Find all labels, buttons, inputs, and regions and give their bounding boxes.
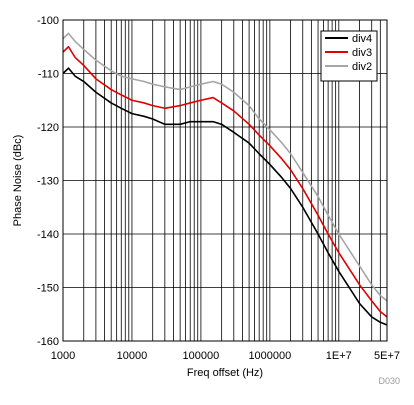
x-tick-label: 1E+7 — [326, 350, 352, 362]
legend-items: div4 div3 div2 — [325, 33, 372, 73]
series-line-div2 — [62, 32, 388, 302]
y-tick-label: -160 — [37, 336, 59, 348]
y-axis-title: Phase Noise (dBc) — [12, 135, 24, 227]
x-tick-label: 10000 — [117, 350, 148, 362]
legend-label-div3: div3 — [352, 47, 372, 59]
y-tick-label: -100 — [37, 15, 59, 27]
series-lines — [62, 32, 388, 326]
x-tick-label: 100000 — [183, 350, 220, 362]
legend-label-div4: div4 — [352, 33, 372, 45]
y-tick-label: -150 — [37, 283, 59, 295]
legend: div4 div3 div2 — [320, 30, 378, 82]
series-line-div3 — [62, 45, 388, 318]
y-tick-label: -140 — [37, 229, 59, 241]
y-tick-label: -110 — [38, 69, 59, 81]
legend-label-div2: div2 — [352, 61, 372, 73]
x-axis-title: Freq offset (Hz) — [187, 367, 263, 379]
y-tick-labels: -100 -110 -120 -130 -140 -150 -160 — [37, 15, 59, 348]
series-line-div4 — [62, 67, 388, 326]
x-tick-label: 1000000 — [248, 350, 291, 362]
plot-frame — [62, 19, 388, 342]
x-tick-labels: 1000 10000 100000 1000000 1E+7 5E+7 — [51, 350, 400, 362]
x-tick-label: 1000 — [51, 350, 75, 362]
legend-box — [320, 30, 378, 82]
x-tick-label: 5E+7 — [374, 350, 400, 362]
figure-code: D030 — [378, 376, 400, 386]
y-tick-label: -130 — [37, 176, 59, 188]
y-tick-label: -120 — [37, 122, 59, 134]
